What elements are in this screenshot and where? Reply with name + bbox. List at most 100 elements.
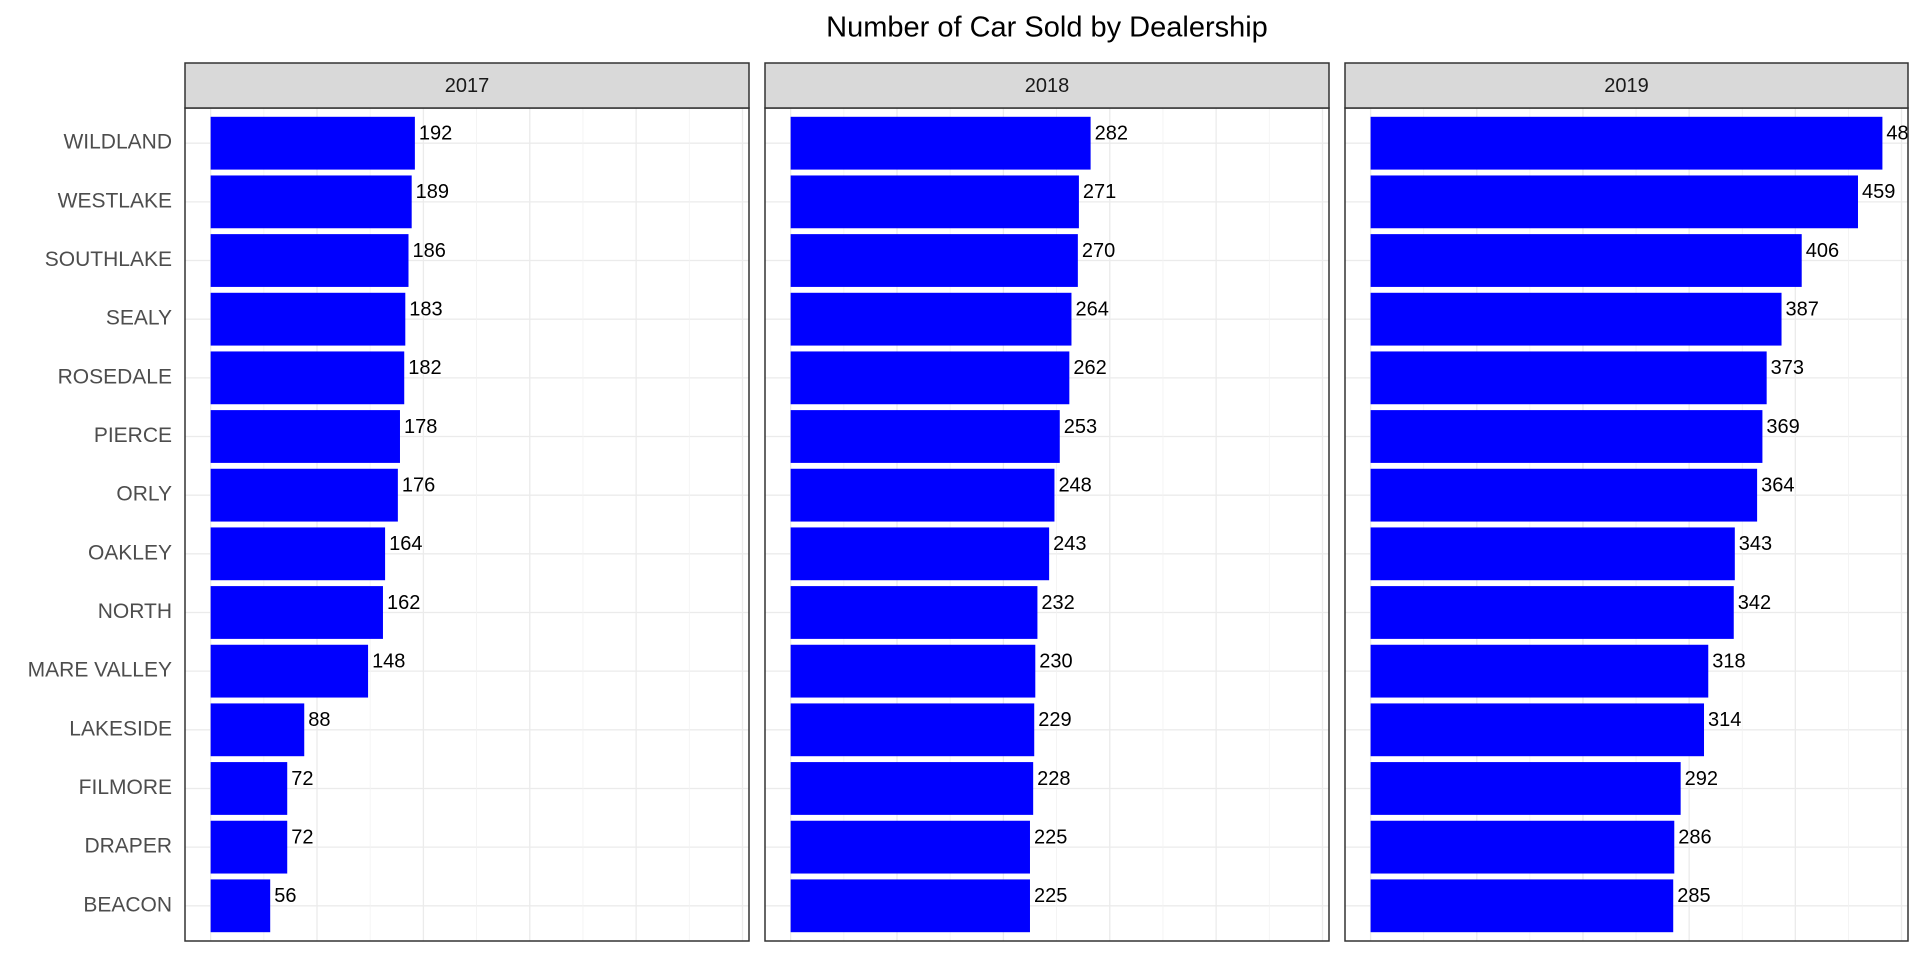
strip-label: 2019: [1604, 75, 1649, 97]
value-label: 183: [409, 298, 442, 320]
bar: [790, 527, 1050, 581]
bar: [210, 820, 288, 874]
value-label: 369: [1766, 416, 1799, 438]
value-label: 178: [404, 416, 437, 438]
bar: [1370, 820, 1675, 874]
value-label: 230: [1039, 650, 1072, 672]
value-label: 406: [1806, 240, 1839, 262]
value-label: 72: [291, 826, 313, 848]
bar: [210, 292, 406, 346]
value-label: 364: [1761, 474, 1794, 496]
panel-background: [1345, 108, 1908, 941]
value-label: 56: [274, 885, 296, 907]
bar: [210, 879, 271, 933]
bar: [1370, 644, 1709, 698]
bar: [210, 468, 398, 522]
bar: [210, 527, 386, 581]
bar: [210, 175, 412, 229]
value-label: 314: [1708, 709, 1741, 731]
y-tick-label: WILDLAND: [63, 131, 172, 154]
panel-background: [765, 108, 1329, 941]
y-tick-label: FILMORE: [79, 776, 172, 799]
strip: [184, 62, 750, 109]
bar: [1370, 527, 1735, 581]
value-label: 482: [1886, 122, 1919, 144]
value-label: 243: [1053, 533, 1086, 555]
value-label: 189: [416, 181, 449, 203]
bar: [210, 703, 305, 757]
value-label: 271: [1083, 181, 1116, 203]
value-label: 182: [408, 357, 441, 379]
bar: [790, 762, 1034, 815]
bar: [790, 175, 1079, 229]
value-label: 248: [1058, 474, 1091, 496]
bar: [210, 351, 405, 405]
bar: [790, 644, 1036, 698]
bar: [210, 762, 288, 815]
bar: [1370, 468, 1758, 522]
value-label: 342: [1738, 592, 1771, 614]
value-label: 162: [387, 592, 420, 614]
value-label: 228: [1037, 768, 1070, 790]
y-tick-label: SEALY: [106, 307, 172, 330]
value-label: 88: [308, 709, 330, 731]
bar: [1370, 175, 1858, 229]
bar: [1370, 410, 1763, 463]
value-label: 253: [1064, 416, 1097, 438]
bar: [790, 879, 1030, 933]
value-label: 285: [1677, 885, 1710, 907]
bar: [210, 644, 369, 698]
bar: [790, 116, 1091, 170]
value-label: 373: [1771, 357, 1804, 379]
value-label: 292: [1685, 768, 1718, 790]
value-label: 225: [1034, 885, 1067, 907]
y-tick-label: WESTLAKE: [58, 189, 172, 212]
bar: [790, 586, 1038, 639]
value-label: 264: [1075, 298, 1108, 320]
bar: [790, 351, 1070, 405]
panel: 192 189 186 183 182 178 176 164 162 148 88 72 72 56: [185, 108, 749, 941]
bar: [1370, 703, 1705, 757]
bar: [1370, 762, 1681, 815]
bar: [790, 820, 1030, 874]
value-label: 148: [372, 650, 405, 672]
y-tick-label: PIERCE: [94, 424, 172, 447]
bar: [210, 234, 409, 287]
bar: [790, 468, 1055, 522]
panel: 282 271 270 264 262 253 248 243 232 230 229 228 225 2…: [765, 108, 1329, 941]
value-label: 229: [1038, 709, 1071, 731]
bar: [790, 410, 1060, 463]
y-tick-label: NORTH: [98, 600, 172, 623]
value-label: 282: [1095, 122, 1128, 144]
bar: [790, 292, 1072, 346]
bar: [790, 234, 1078, 287]
value-label: 459: [1862, 181, 1895, 203]
y-tick-label: BEACON: [83, 893, 172, 916]
strip: [1344, 62, 1909, 109]
panel: 482 459 406 387 373 369 364 343 342 318 314 292 286 2…: [1345, 108, 1919, 941]
bar: [210, 410, 400, 463]
value-label: 72: [291, 768, 313, 790]
value-label: 286: [1678, 826, 1711, 848]
y-tick-label: ROSEDALE: [58, 365, 172, 388]
bar: [210, 116, 415, 170]
panel-background: [185, 108, 749, 941]
value-label: 387: [1786, 298, 1819, 320]
bar: [1370, 351, 1767, 405]
value-label: 270: [1082, 240, 1115, 262]
value-label: 164: [389, 533, 422, 555]
y-tick-label: OAKLEY: [88, 541, 172, 564]
bar: [210, 586, 383, 639]
bar: [790, 703, 1035, 757]
strip-label: 2017: [445, 75, 490, 97]
value-label: 176: [402, 474, 435, 496]
bar: [1370, 116, 1883, 170]
chart-title: Number of Car Sold by Dealership: [826, 12, 1268, 44]
strip: [764, 62, 1330, 109]
bar: [1370, 234, 1802, 287]
y-tick-label: LAKESIDE: [69, 717, 172, 740]
y-tick-label: ORLY: [116, 483, 172, 506]
y-tick-label: SOUTHLAKE: [45, 248, 172, 271]
value-label: 318: [1712, 650, 1745, 672]
